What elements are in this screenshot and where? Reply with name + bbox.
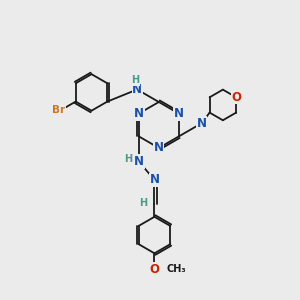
Text: Br: Br <box>52 105 65 115</box>
Text: N: N <box>197 117 207 130</box>
Text: N: N <box>174 107 184 120</box>
Text: H: H <box>132 75 140 85</box>
Text: H: H <box>124 154 133 164</box>
Text: N: N <box>132 83 142 96</box>
Text: O: O <box>231 91 241 104</box>
Text: N: N <box>149 173 160 187</box>
Text: N: N <box>154 141 164 154</box>
Text: CH₃: CH₃ <box>167 265 187 275</box>
Text: N: N <box>134 107 144 120</box>
Text: H: H <box>139 198 147 208</box>
Text: O: O <box>149 263 160 276</box>
Text: N: N <box>134 155 144 168</box>
